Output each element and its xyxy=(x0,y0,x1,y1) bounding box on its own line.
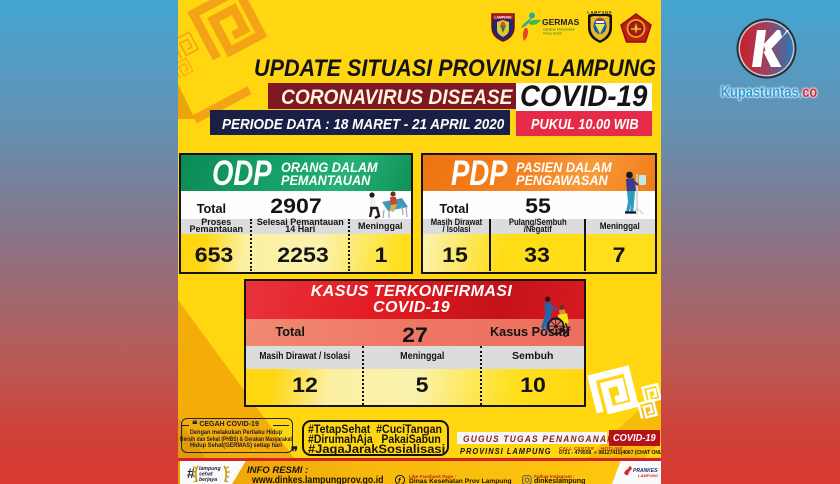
svg-text:Gerakan Masyarakat: Gerakan Masyarakat xyxy=(543,28,575,32)
svg-text:GERMAS: GERMAS xyxy=(542,17,580,27)
svg-text:LAMPUNG: LAMPUNG xyxy=(638,473,658,478)
svg-text:LAMPUNG: LAMPUNG xyxy=(587,11,612,15)
svg-text:PRANKES-PM: PRANKES-PM xyxy=(633,468,658,474)
svg-text:berjaya: berjaya xyxy=(199,477,217,483)
svg-text:lampung: lampung xyxy=(199,466,221,472)
svg-text:Hidup Sehat: Hidup Sehat xyxy=(543,32,562,36)
svg-text:f: f xyxy=(398,476,402,484)
svg-text:sehat: sehat xyxy=(199,471,213,477)
svg-text:#: # xyxy=(187,465,195,481)
svg-text:LAMPUNG: LAMPUNG xyxy=(494,15,512,19)
